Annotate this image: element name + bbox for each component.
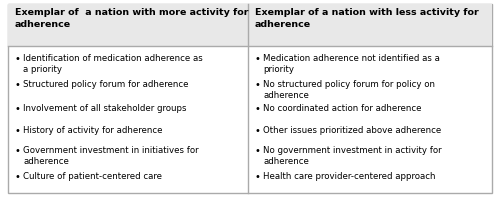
Text: No coordinated action for adherence: No coordinated action for adherence	[263, 104, 422, 113]
Text: •: •	[255, 126, 261, 136]
Text: No structured policy forum for policy on
adherence: No structured policy forum for policy on…	[263, 80, 435, 100]
Bar	[248, 4, 492, 46]
Text: Structured policy forum for adherence: Structured policy forum for adherence	[23, 80, 188, 89]
Text: •: •	[15, 104, 21, 114]
Text: Identification of medication adherence as
a priority: Identification of medication adherence a…	[23, 54, 203, 74]
Text: Culture of patient-centered care: Culture of patient-centered care	[23, 172, 162, 181]
Text: •: •	[15, 146, 21, 156]
Text: Other issues prioritized above adherence: Other issues prioritized above adherence	[263, 126, 442, 135]
Text: •: •	[255, 104, 261, 114]
Text: Involvement of all stakeholder groups: Involvement of all stakeholder groups	[23, 104, 186, 113]
Text: Exemplar of a nation with less activity for
adherence: Exemplar of a nation with less activity …	[255, 8, 479, 29]
Text: •: •	[15, 54, 21, 64]
Text: Health care provider-centered approach: Health care provider-centered approach	[263, 172, 436, 181]
Text: •: •	[255, 80, 261, 90]
Text: •: •	[255, 146, 261, 156]
Text: Medication adherence not identified as a
priority: Medication adherence not identified as a…	[263, 54, 440, 74]
Text: •: •	[255, 54, 261, 64]
Text: Government investment in initiatives for
adherence: Government investment in initiatives for…	[23, 146, 199, 166]
Text: •: •	[15, 172, 21, 182]
Text: •: •	[255, 172, 261, 182]
Text: •: •	[15, 80, 21, 90]
Bar	[8, 4, 248, 46]
Text: Exemplar of  a nation with more activity for
adherence: Exemplar of a nation with more activity …	[15, 8, 248, 29]
Text: •: •	[15, 126, 21, 136]
Text: History of activity for adherence: History of activity for adherence	[23, 126, 162, 135]
Text: No government investment in activity for
adherence: No government investment in activity for…	[263, 146, 442, 166]
